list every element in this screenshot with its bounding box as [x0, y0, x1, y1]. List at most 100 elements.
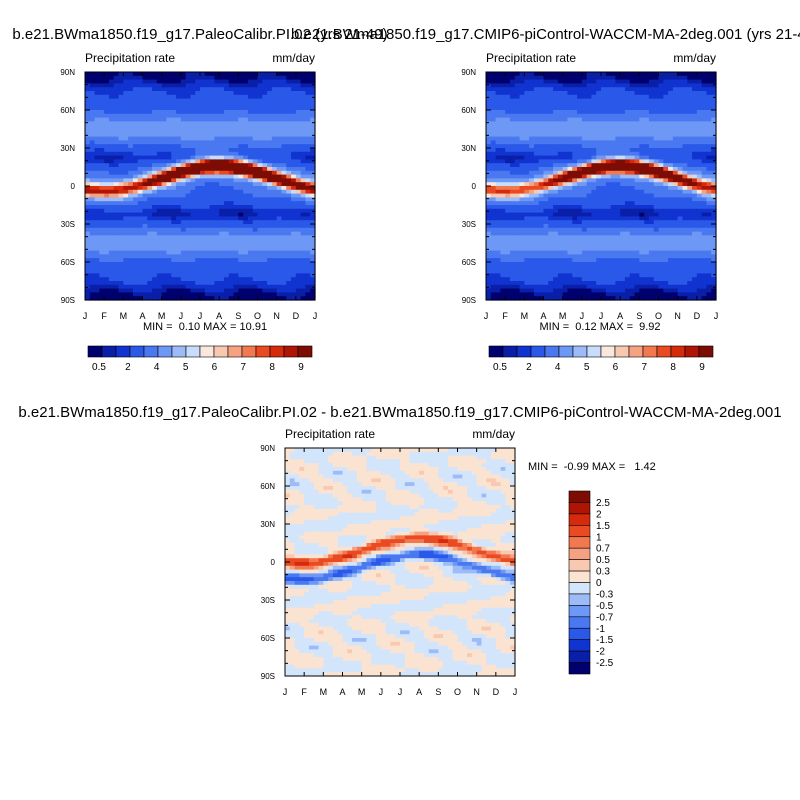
heatmap-cell: [99, 148, 105, 153]
heatmap-cell: [267, 265, 273, 271]
heatmap-cell: [490, 189, 497, 195]
heatmap-cell: [286, 212, 292, 217]
heatmap-cell: [123, 91, 129, 96]
heatmap-cell: [682, 220, 688, 225]
heatmap-cell: [300, 129, 307, 134]
heatmap-cell: [247, 197, 254, 202]
heatmap-cell: [672, 121, 679, 126]
heatmap-cell: [711, 83, 717, 88]
heatmap-cell: [219, 121, 225, 126]
heatmap-cell: [629, 144, 636, 149]
heatmap-cell: [262, 288, 268, 293]
heatmap-cell: [696, 216, 703, 221]
heatmap-cell: [257, 113, 263, 119]
heatmap-cell: [94, 212, 100, 217]
heatmap-cell: [247, 87, 254, 92]
heatmap-cell: [228, 87, 235, 92]
heatmap-cell: [701, 117, 708, 122]
colorbar-label: 8: [269, 362, 275, 373]
heatmap-cell: [653, 121, 660, 126]
heatmap-cell: [214, 284, 220, 290]
heatmap-cell: [171, 129, 177, 134]
heatmap-cell: [586, 140, 593, 145]
heatmap-cell: [262, 102, 268, 107]
heatmap-cell: [152, 269, 158, 274]
heatmap-cell: [104, 239, 110, 244]
heatmap-cell: [118, 91, 124, 96]
heatmap-cell: [505, 189, 511, 195]
heatmap-cell: [118, 193, 124, 198]
heatmap-cell: [509, 102, 516, 107]
heatmap-cell: [89, 269, 96, 274]
heatmap-cell: [228, 72, 235, 77]
heatmap-cell: [291, 72, 297, 77]
y-tick-label: 90S: [61, 296, 75, 305]
heatmap-cell: [687, 193, 693, 198]
heatmap-cell: [108, 140, 115, 145]
heatmap-cell: [514, 163, 521, 168]
heatmap-cell: [677, 144, 684, 149]
heatmap-cell: [85, 201, 91, 206]
heatmap-cell: [658, 129, 664, 134]
heatmap-cell: [639, 220, 645, 225]
heatmap-cell: [286, 79, 292, 84]
heatmap-cell: [572, 144, 578, 149]
heatmap-cell: [557, 91, 564, 96]
heatmap-cell: [586, 148, 593, 153]
heatmap-cell: [99, 113, 105, 119]
heatmap-cell: [85, 273, 91, 278]
heatmap-cell: [281, 174, 287, 179]
heatmap-cell: [310, 151, 316, 157]
heatmap-cell: [696, 174, 703, 179]
heatmap-cell: [228, 269, 235, 274]
heatmap-cell: [310, 98, 316, 103]
heatmap-cell: [286, 182, 292, 187]
heatmap-cell: [696, 178, 703, 183]
heatmap-cell: [209, 296, 215, 301]
heatmap-cell: [176, 170, 182, 176]
heatmap-cell: [99, 102, 105, 107]
heatmap-cell: [295, 205, 302, 210]
heatmap-cell: [128, 262, 134, 267]
heatmap-cell: [94, 254, 100, 259]
heatmap-cell: [538, 98, 545, 103]
heatmap-cell: [161, 227, 168, 233]
heatmap-cell: [176, 125, 182, 130]
heatmap-cell: [137, 102, 144, 107]
heatmap-cell: [634, 136, 640, 141]
heatmap-cell: [533, 110, 540, 115]
heatmap-cell: [108, 284, 115, 290]
heatmap-cell: [658, 205, 664, 210]
heatmap-cell: [668, 208, 674, 214]
heatmap-cell: [161, 273, 168, 278]
heatmap-cell: [538, 216, 545, 221]
heatmap-cell: [267, 148, 273, 153]
heatmap-cell: [219, 227, 225, 233]
heatmap-cell: [310, 148, 316, 153]
heatmap-cell: [692, 132, 698, 138]
heatmap-cell: [591, 125, 597, 130]
heatmap-cell: [295, 250, 302, 255]
heatmap-cell: [137, 106, 144, 111]
heatmap-cell: [533, 189, 540, 195]
heatmap-cell: [687, 79, 693, 84]
heatmap-cell: [171, 265, 177, 271]
heatmap-cell: [601, 113, 607, 119]
heatmap-cell: [214, 288, 220, 293]
heatmap-cell: [190, 75, 196, 81]
heatmap-cell: [562, 106, 569, 111]
heatmap-cell: [533, 106, 540, 111]
heatmap-cell: [620, 87, 626, 92]
heatmap-cell: [639, 117, 645, 122]
heatmap-cell: [295, 284, 302, 290]
heatmap-cell: [286, 273, 292, 278]
heatmap-cell: [310, 281, 316, 286]
heatmap-cell: [195, 129, 201, 134]
heatmap-cell: [500, 167, 506, 172]
heatmap-cell: [543, 216, 549, 221]
heatmap-cell: [562, 189, 569, 195]
heatmap-cell: [668, 197, 674, 202]
heatmap-cell: [238, 132, 244, 138]
heatmap-cell: [653, 72, 660, 77]
heatmap-cell: [209, 94, 215, 100]
